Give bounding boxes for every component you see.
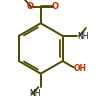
Text: NH: NH xyxy=(78,32,89,41)
Text: NH: NH xyxy=(29,89,40,98)
Text: OH: OH xyxy=(74,64,87,73)
Text: O: O xyxy=(26,2,33,11)
Text: O: O xyxy=(51,2,58,11)
